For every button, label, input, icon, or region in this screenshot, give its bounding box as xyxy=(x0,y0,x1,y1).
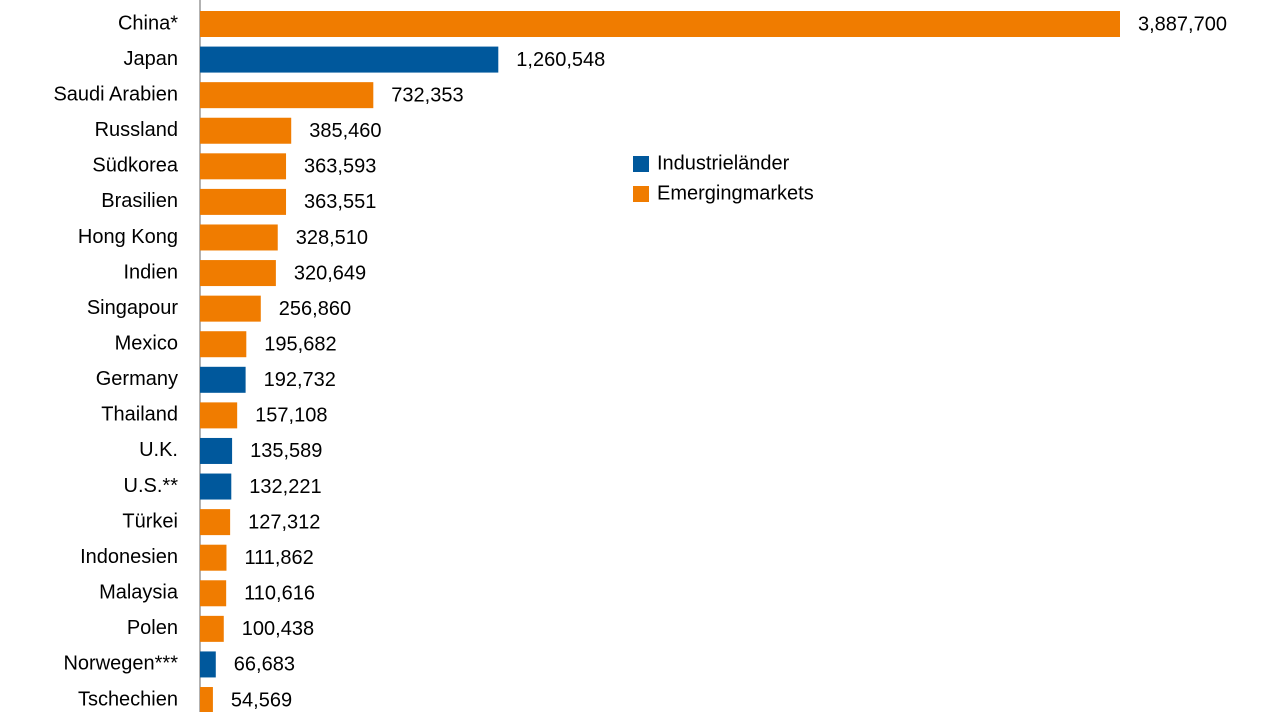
category-label: U.S.** xyxy=(124,475,179,497)
value-label: 363,551 xyxy=(304,191,376,213)
value-label: 320,649 xyxy=(294,262,366,284)
bar xyxy=(200,580,227,607)
value-label: 363,593 xyxy=(304,156,376,178)
bar xyxy=(200,615,224,642)
value-label: 127,312 xyxy=(248,511,320,533)
category-label: Indonesien xyxy=(80,546,178,568)
value-label: 110,616 xyxy=(244,583,315,605)
value-label: 3,887,700 xyxy=(1138,13,1227,35)
bar xyxy=(200,260,276,287)
bar xyxy=(200,331,247,358)
value-label: 135,589 xyxy=(250,440,322,462)
value-label: 100,438 xyxy=(242,618,314,640)
bar xyxy=(200,224,278,251)
bar xyxy=(200,473,232,500)
category-label: Malaysia xyxy=(99,582,179,604)
bar xyxy=(200,46,499,73)
category-label: U.K. xyxy=(139,439,178,461)
value-label: 132,221 xyxy=(249,476,321,498)
value-label: 111,862 xyxy=(244,547,313,569)
bar xyxy=(200,188,287,215)
category-label: Brasilien xyxy=(101,190,178,212)
value-label: 328,510 xyxy=(296,227,368,249)
category-label: Türkei xyxy=(122,510,178,532)
category-label: Polen xyxy=(127,617,178,639)
bar xyxy=(200,295,261,322)
bar xyxy=(200,687,213,712)
category-label: Mexico xyxy=(115,333,178,355)
bar xyxy=(200,117,292,144)
legend-swatch xyxy=(633,186,649,202)
bar xyxy=(200,153,287,180)
category-label: Südkorea xyxy=(92,155,178,177)
legend-label: Emergingmarkets xyxy=(657,182,814,204)
bar xyxy=(200,437,233,464)
legend-swatch xyxy=(633,156,649,172)
bar xyxy=(200,82,374,109)
bar xyxy=(200,544,227,571)
category-label: Indien xyxy=(124,261,179,283)
value-label: 195,682 xyxy=(264,334,336,356)
value-label: 385,460 xyxy=(309,120,381,142)
category-label: Saudi Arabien xyxy=(53,83,178,105)
value-label: 1,260,548 xyxy=(516,49,605,71)
legend-label: Industrieländer xyxy=(657,152,790,174)
bar xyxy=(200,402,238,429)
category-label: China* xyxy=(118,12,178,34)
category-label: Thailand xyxy=(101,404,178,426)
category-label: Singapour xyxy=(87,297,179,319)
value-label: 157,108 xyxy=(255,405,327,427)
category-label: Hong Kong xyxy=(78,226,178,248)
value-label: 54,569 xyxy=(231,689,292,711)
value-label: 256,860 xyxy=(279,298,351,320)
category-label: Russland xyxy=(95,119,178,141)
value-label: 66,683 xyxy=(234,654,295,676)
bar xyxy=(200,11,1120,37)
category-label: Tschechien xyxy=(78,688,178,710)
bar xyxy=(200,509,231,536)
bar xyxy=(200,651,216,678)
value-label: 192,732 xyxy=(264,369,336,391)
value-label: 732,353 xyxy=(391,84,463,106)
category-label: Japan xyxy=(124,48,179,70)
category-label: Norwegen*** xyxy=(63,653,178,675)
category-label: Germany xyxy=(96,368,178,390)
bar xyxy=(200,366,246,393)
